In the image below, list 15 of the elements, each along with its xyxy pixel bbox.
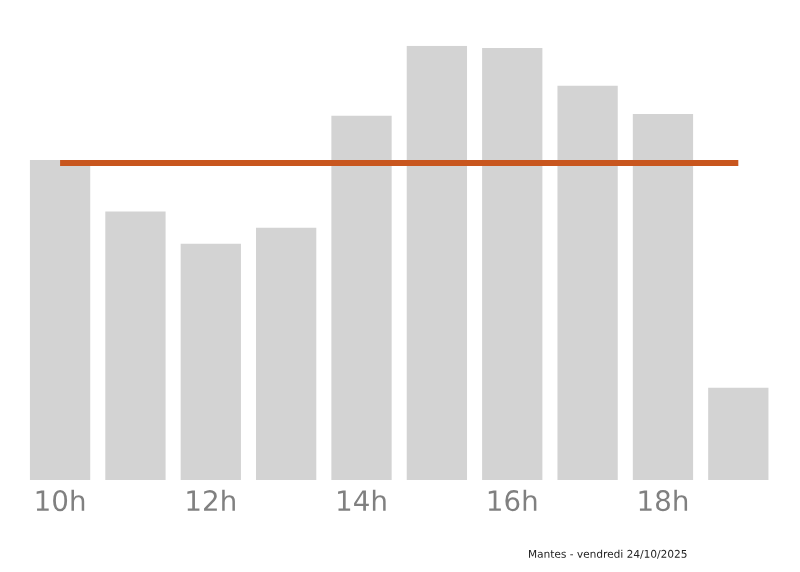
x-tick-label: 10h [36,489,85,512]
x-tick-label: 16h [488,489,537,512]
bar [632,113,694,480]
x-tick-label: 14h [338,489,386,511]
x-tick-label: 18h [639,489,688,512]
bar [557,85,618,480]
bar [708,387,769,480]
bar [29,159,91,480]
x-tick-label: 12h [187,489,235,511]
bar [180,243,241,480]
bar [482,47,543,480]
bar [406,45,468,480]
bar [105,211,166,480]
bar [256,227,317,480]
bar [331,115,392,480]
